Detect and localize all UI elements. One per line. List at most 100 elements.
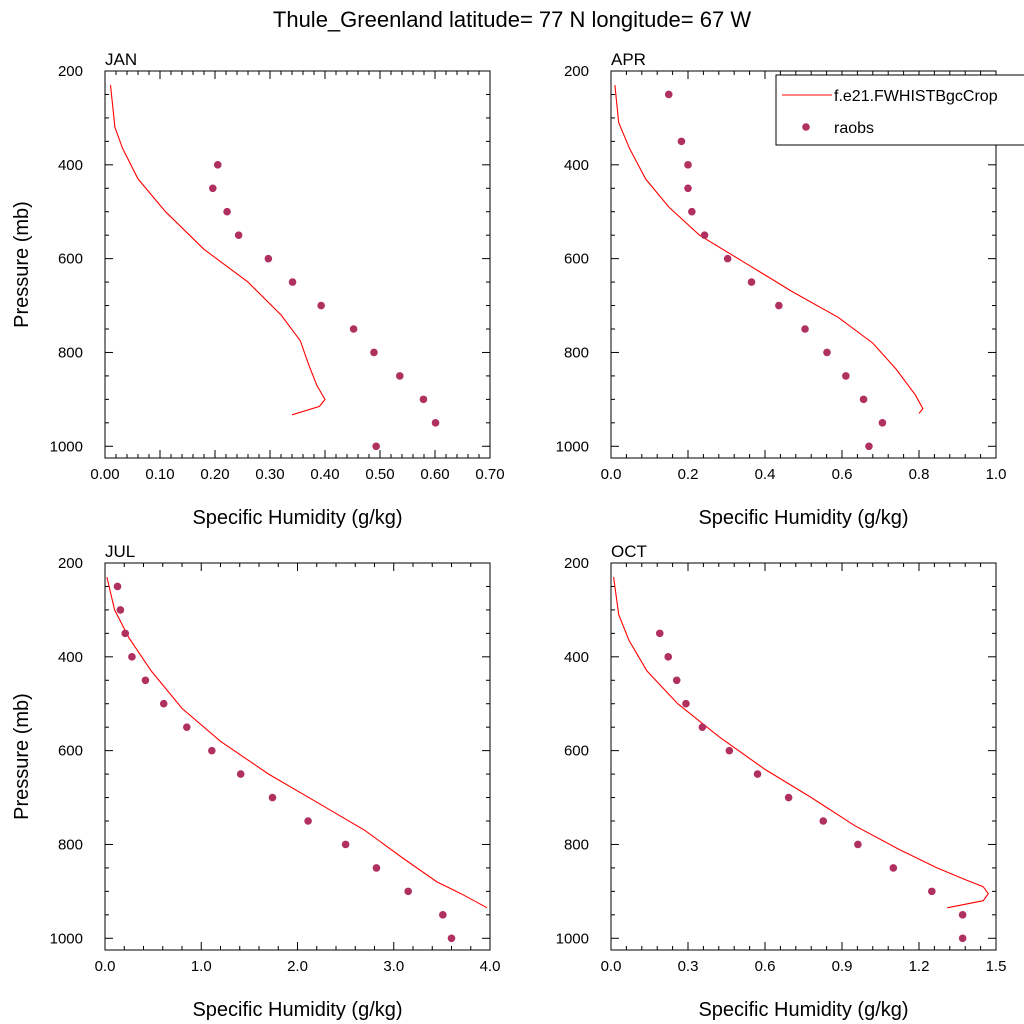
raobs-point: [819, 817, 828, 825]
raobs-point: [698, 723, 707, 731]
y-tick-label: 400: [58, 649, 83, 666]
panel-jan: JAN 0.00 0.10 0.20 0.30 0.40 0.50 0.60 0.70 200 40…: [11, 50, 505, 529]
legend-label-raobs: raobs: [834, 120, 874, 137]
raobs-point: [121, 629, 130, 638]
x-tick-label: 0.20: [200, 466, 229, 483]
plot-frame: [104, 70, 491, 459]
panel-title: JAN: [105, 50, 137, 69]
raobs-point: [264, 254, 273, 263]
y-tick-label: 400: [58, 157, 83, 174]
raobs-point: [349, 325, 358, 333]
raobs-point: [672, 676, 681, 685]
raobs-point: [396, 372, 404, 380]
figure-title: Thule_Greenland latitude= 77 N longitude…: [273, 7, 751, 32]
raobs-point: [865, 442, 873, 451]
raobs-point: [372, 442, 380, 451]
raobs-point: [725, 746, 734, 755]
x-tick-label: 0.30: [255, 466, 284, 483]
raobs-point: [288, 278, 297, 286]
raobs-point: [958, 911, 967, 919]
x-axis-label: Specific Humidity (g/kg): [192, 999, 402, 1021]
x-tick-label: 1.0: [191, 958, 212, 975]
x-tick-label: 0.70: [475, 466, 504, 483]
panel-oct: OCT 0.0 0.3 0.6 0.9 1.2 1.5 200 400 600 800 1000 Spe…: [556, 542, 1007, 1021]
raobs-point: [341, 840, 350, 849]
raobs-point: [700, 231, 709, 239]
x-tick-label: 0.40: [310, 466, 339, 483]
plot-frame: [610, 562, 997, 951]
raobs-point: [655, 629, 664, 638]
raobs-point: [404, 887, 412, 896]
legend-marker-swatch: [802, 123, 810, 131]
y-tick-label: 800: [58, 344, 83, 361]
raobs-point: [878, 419, 887, 427]
raobs-point: [419, 395, 428, 404]
raobs-point: [823, 348, 831, 357]
x-tick-label: 1.0: [986, 466, 1007, 483]
raobs-point: [116, 606, 125, 614]
panel-title: OCT: [611, 542, 647, 561]
x-tick-label: 0.8: [909, 466, 930, 483]
panel-title: JUL: [105, 542, 135, 561]
raobs-point: [304, 817, 312, 825]
x-tick-label: 0.2: [678, 466, 699, 483]
raobs-point: [684, 161, 692, 169]
x-axis-label: Specific Humidity (g/kg): [192, 507, 402, 529]
raobs-point: [113, 582, 122, 591]
raobs-point: [128, 653, 136, 661]
x-tick-label: 0.10: [145, 466, 174, 483]
x-tick-label: 1.2: [909, 958, 930, 975]
legend-box: [775, 74, 1024, 146]
raobs-point: [801, 325, 809, 333]
raobs-point: [223, 207, 231, 216]
raobs-point: [677, 137, 686, 146]
raobs-point: [747, 278, 756, 286]
y-tick-label: 600: [58, 743, 83, 760]
raobs-point: [682, 699, 690, 708]
x-axis-label: Specific Humidity (g/kg): [698, 507, 908, 529]
y-tick-label: 200: [564, 555, 589, 572]
y-tick-label: 600: [58, 251, 83, 268]
raobs-point: [684, 184, 692, 193]
raobs-point: [664, 90, 673, 99]
raobs-point: [372, 864, 381, 872]
legend: f.e21.FWHISTBgcCrop raobs: [775, 74, 1024, 146]
y-tick-label: 200: [58, 555, 83, 572]
raobs-point: [208, 746, 216, 755]
x-axis-label: Specific Humidity (g/kg): [698, 999, 908, 1021]
raobs-point: [268, 793, 277, 802]
y-tick-label: 1000: [556, 930, 589, 947]
raobs-point: [775, 301, 783, 310]
x-tick-label: 0.6: [755, 958, 776, 975]
raobs-point: [447, 934, 456, 943]
plot-frame: [610, 70, 997, 459]
y-tick-label: 800: [58, 836, 83, 853]
raobs-point: [213, 161, 222, 169]
x-tick-label: 0.00: [90, 466, 119, 483]
model-profile-line: [106, 576, 488, 909]
x-tick-label: 1.5: [986, 958, 1007, 975]
y-tick-label: 400: [564, 649, 589, 666]
raobs-point: [370, 348, 378, 357]
model-profile-line: [109, 85, 326, 416]
y-axis-label: Pressure (mb): [11, 693, 33, 820]
raobs-point: [183, 723, 191, 731]
x-tick-label: 0.0: [95, 958, 116, 975]
y-tick-label: 200: [58, 63, 83, 80]
y-tick-label: 600: [564, 743, 589, 760]
raobs-point: [431, 419, 440, 427]
raobs-point: [753, 770, 762, 778]
raobs-point: [159, 699, 168, 708]
y-axis-label: Pressure (mb): [11, 201, 33, 328]
y-tick-label: 1000: [50, 438, 83, 455]
x-tick-label: 0.4: [755, 466, 776, 483]
y-tick-label: 1000: [50, 930, 83, 947]
raobs-point: [842, 372, 850, 380]
panels: JAN 0.00 0.10 0.20 0.30 0.40 0.50 0.60 0.70 200 40…: [11, 50, 1006, 1021]
raobs-point: [723, 254, 732, 263]
model-profile-line: [614, 85, 924, 414]
y-tick-label: 1000: [556, 438, 589, 455]
legend-label-model: f.e21.FWHISTBgcCrop: [834, 88, 998, 105]
raobs-point: [234, 231, 243, 239]
